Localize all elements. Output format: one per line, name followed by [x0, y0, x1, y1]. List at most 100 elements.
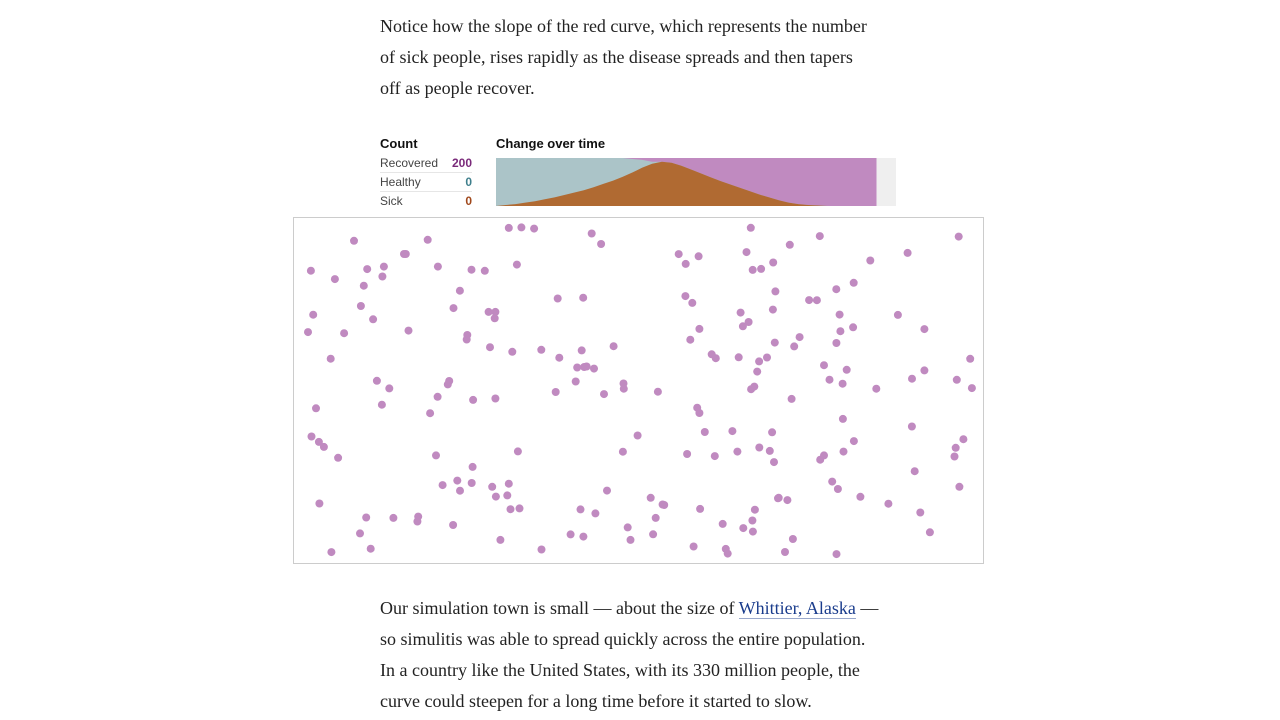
person-dot: [330, 275, 339, 284]
person-dot: [795, 333, 804, 342]
person-dot: [307, 432, 316, 441]
person-dot: [825, 375, 834, 384]
intro-paragraph: Notice how the slope of the red curve, w…: [380, 11, 920, 104]
person-dot: [920, 366, 929, 375]
person-dot: [537, 545, 546, 554]
person-dot: [378, 272, 387, 281]
change-over-time-panel: Change over time: [496, 136, 896, 206]
person-dot: [389, 513, 398, 522]
intro-paragraph-line: of sick people, rises rapidly as the dis…: [380, 47, 853, 67]
chart-remaining-area: [876, 158, 896, 206]
person-dot: [744, 318, 753, 326]
person-dot: [954, 232, 963, 241]
person-dot: [651, 513, 660, 522]
whittier-alaska-link[interactable]: Whittier, Alaska: [738, 598, 856, 619]
person-dot: [515, 504, 524, 513]
person-dot: [517, 223, 526, 232]
person-dot: [750, 505, 759, 514]
person-dot: [832, 339, 841, 347]
person-dot: [820, 451, 828, 460]
person-dot: [488, 482, 497, 491]
person-dot: [312, 404, 320, 413]
person-dot: [587, 229, 596, 238]
person-dot: [456, 486, 464, 495]
person-dot: [835, 310, 844, 319]
person-dot: [356, 302, 365, 310]
person-dot: [838, 379, 847, 388]
town-paragraph-rest: so simulitis was able to spread quickly …: [380, 624, 920, 717]
person-dot: [959, 435, 968, 444]
person-dot: [695, 324, 704, 333]
person-dot: [700, 428, 709, 436]
change-over-time-chart: [496, 158, 896, 206]
town-text-post: —: [855, 598, 879, 618]
person-dot: [768, 428, 777, 437]
person-dot: [765, 446, 774, 455]
person-dot: [736, 308, 745, 317]
person-dot: [491, 492, 500, 501]
town-paragraph-line: curve could steepen for a long time befo…: [380, 691, 812, 711]
count-row-healthy: Healthy 0: [380, 173, 472, 192]
person-dot: [590, 364, 598, 373]
person-dot: [432, 451, 440, 460]
person-dot: [774, 493, 783, 502]
person-dot: [755, 357, 764, 366]
person-dot: [842, 365, 851, 374]
person-dot: [755, 443, 764, 452]
person-dot: [771, 287, 780, 296]
person-dot: [633, 431, 642, 440]
person-dot: [739, 524, 748, 533]
person-dot: [733, 447, 742, 456]
person-dot: [916, 508, 925, 517]
person-dot: [696, 504, 705, 513]
person-dot: [787, 394, 796, 403]
person-dot: [404, 326, 413, 335]
person-dot: [537, 345, 546, 354]
person-dot: [681, 292, 690, 301]
person-dot: [832, 550, 841, 559]
person-dot: [484, 307, 493, 316]
town-paragraph-line: In a country like the United States, wit…: [380, 660, 860, 680]
person-dot: [426, 409, 435, 418]
person-dot: [746, 223, 755, 232]
person-dot: [356, 529, 364, 538]
person-dot: [480, 266, 489, 275]
person-dot: [866, 256, 875, 265]
person-dot: [884, 499, 893, 508]
person-dot: [770, 458, 778, 467]
person-dot: [686, 335, 695, 344]
person-dot: [734, 353, 743, 362]
simulation-dots: [304, 223, 976, 559]
person-dot: [350, 236, 358, 245]
person-dot: [423, 235, 432, 244]
person-dot: [790, 342, 799, 351]
person-dot: [788, 535, 797, 543]
person-dot: [496, 535, 505, 544]
person-dot: [591, 509, 600, 518]
person-dot: [838, 414, 847, 423]
person-dot: [319, 442, 328, 451]
person-dot: [618, 447, 627, 456]
person-dot: [710, 452, 719, 461]
person-dot: [530, 224, 539, 233]
person-dot: [757, 264, 766, 273]
person-dot: [491, 307, 500, 316]
person-dot: [626, 535, 635, 544]
person-dot: [340, 329, 349, 338]
person-dot: [455, 286, 464, 295]
person-dot: [413, 517, 422, 526]
count-header: Count: [380, 136, 418, 151]
person-dot: [833, 485, 842, 493]
person-dot: [449, 521, 458, 529]
town-paragraph: Our simulation town is small — about the…: [380, 593, 920, 717]
person-dot: [304, 328, 312, 337]
person-dot: [872, 384, 881, 393]
person-dot: [363, 265, 372, 274]
person-dot: [753, 367, 762, 376]
person-dot: [453, 476, 462, 485]
person-dot: [512, 260, 521, 269]
person-dot: [438, 481, 447, 490]
person-dot: [582, 362, 591, 371]
count-label: Recovered: [380, 156, 439, 170]
person-dot: [506, 505, 515, 514]
